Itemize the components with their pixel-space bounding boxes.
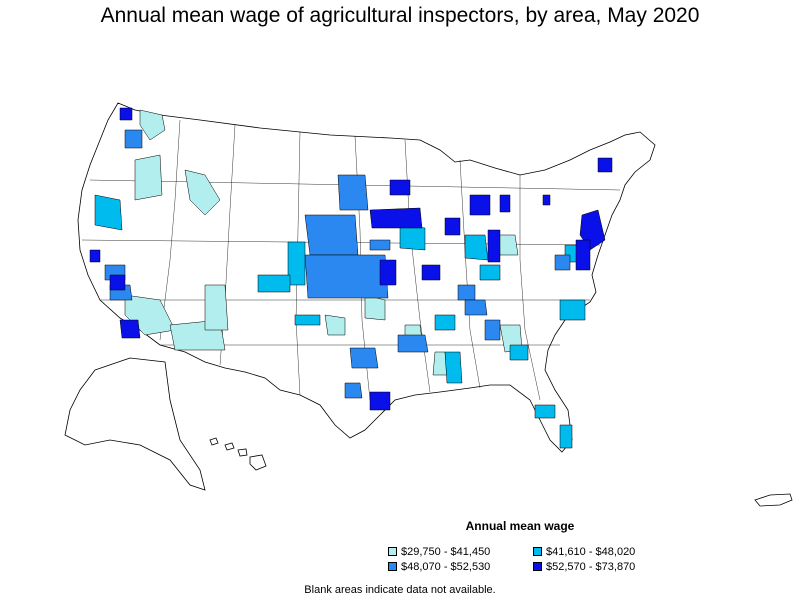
puerto-rico-outline: [754, 493, 793, 507]
legend-item-tier1: $29,750 - $41,450: [388, 544, 490, 559]
wage-areas-tier3: [104, 129, 571, 399]
hawaii-outline: [209, 437, 267, 471]
wage-areas-tier4: [89, 107, 613, 411]
map-title: Annual mean wage of agricultural inspect…: [100, 4, 700, 27]
legend-column-left: $29,750 - $41,450 $48,070 - $52,530: [388, 544, 490, 574]
legend-label: $48,070 - $52,530: [401, 560, 491, 573]
legend-item-tier3: $48,070 - $52,530: [388, 559, 490, 574]
legend-label: $29,750 - $41,450: [401, 545, 491, 558]
alaska-outline: [64, 357, 206, 491]
legend-label: $41,610 - $48,020: [546, 545, 636, 558]
wage-areas-tier1: [124, 109, 523, 376]
legend-swatch: [533, 562, 542, 571]
footnote: Blank areas indicate data not available.: [304, 584, 496, 596]
legend-item-tier2: $41,610 - $48,020: [533, 544, 635, 559]
legend-label: $52,570 - $73,870: [546, 560, 636, 573]
us-wage-map: [64, 102, 793, 507]
legend-item-tier4: $52,570 - $73,870: [533, 559, 635, 574]
legend-column-right: $41,610 - $48,020 $52,570 - $73,870: [533, 544, 635, 574]
legend-swatch: [388, 562, 397, 571]
legend-title: Annual mean wage: [465, 519, 575, 533]
wage-areas-tier2: [94, 194, 586, 449]
legend-swatch: [533, 547, 542, 556]
legend-swatch: [388, 547, 397, 556]
